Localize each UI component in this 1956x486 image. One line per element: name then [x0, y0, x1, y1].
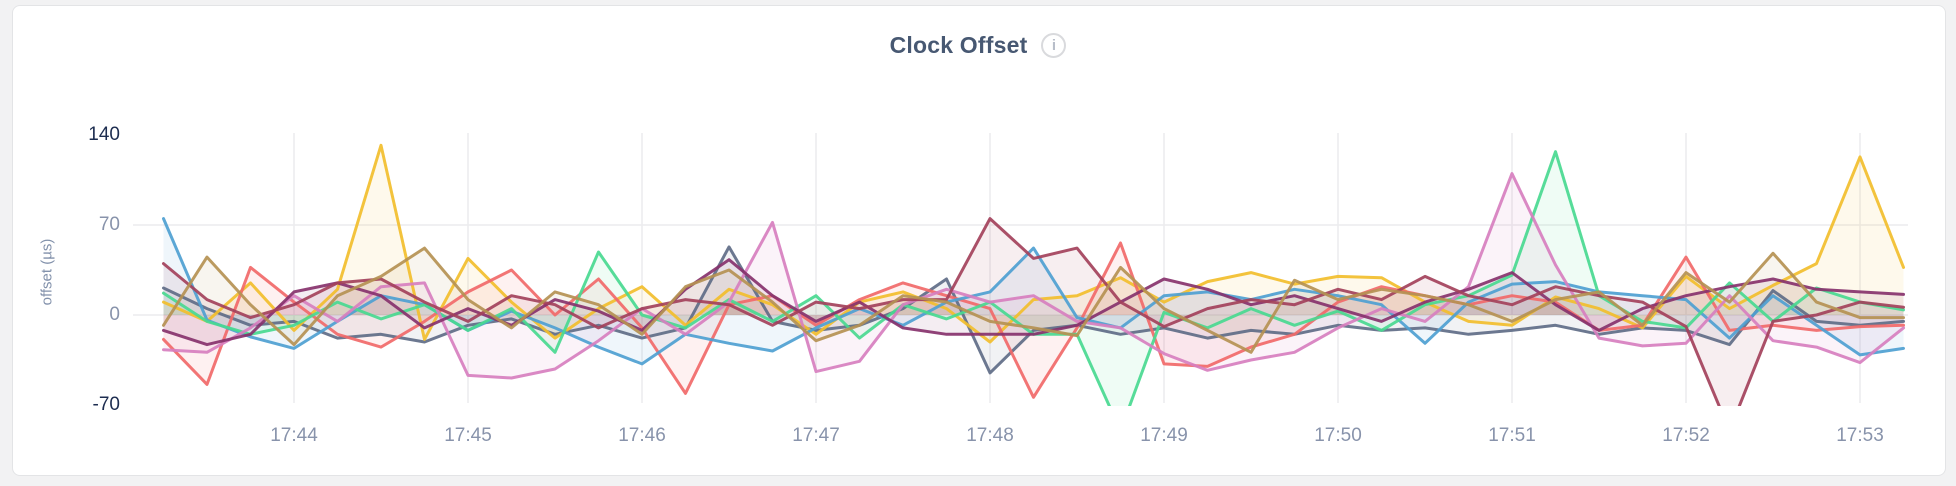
x-tick-label: 17:51 — [1488, 425, 1536, 446]
chart-header: Clock Offset i — [0, 28, 1956, 62]
info-icon[interactable]: i — [1041, 32, 1067, 58]
y-tick-label: 70 — [98, 214, 120, 235]
x-tick-label: 17:50 — [1314, 425, 1362, 446]
series-area-series-2 — [163, 145, 1904, 342]
series-line-series-3 — [162, 241, 1905, 399]
series-area-series-5 — [163, 151, 1904, 406]
x-tick-label: 17:45 — [444, 425, 492, 446]
info-icon-glyph: i — [1051, 36, 1057, 54]
series-areas — [163, 145, 1904, 406]
chart-title: Clock Offset — [889, 31, 1028, 58]
series-line-series-6 — [162, 172, 1905, 380]
series-area-series-8 — [163, 218, 1904, 406]
series-line-series-2 — [162, 143, 1905, 344]
x-tick-label: 17:46 — [618, 425, 666, 446]
x-tick-label: 17:52 — [1662, 425, 1710, 446]
series-line-series-8 — [162, 217, 1905, 406]
series-line-series-1 — [162, 245, 1905, 375]
x-tick-label: 17:48 — [966, 425, 1014, 446]
x-tick-label: 17:49 — [1140, 425, 1188, 446]
x-tick-label: 17:53 — [1836, 425, 1884, 446]
x-tick-label: 17:44 — [270, 425, 318, 446]
series-lines — [162, 143, 1905, 406]
series-line-series-9 — [162, 246, 1905, 354]
series-area-series-3 — [163, 243, 1904, 398]
y-tick-label: 0 — [109, 304, 120, 325]
y-tick-label: 140 — [88, 124, 120, 145]
y-axis-title: offset (µs) — [38, 238, 56, 306]
y-tick-label: -70 — [92, 394, 120, 415]
x-tick-label: 17:47 — [792, 425, 840, 446]
